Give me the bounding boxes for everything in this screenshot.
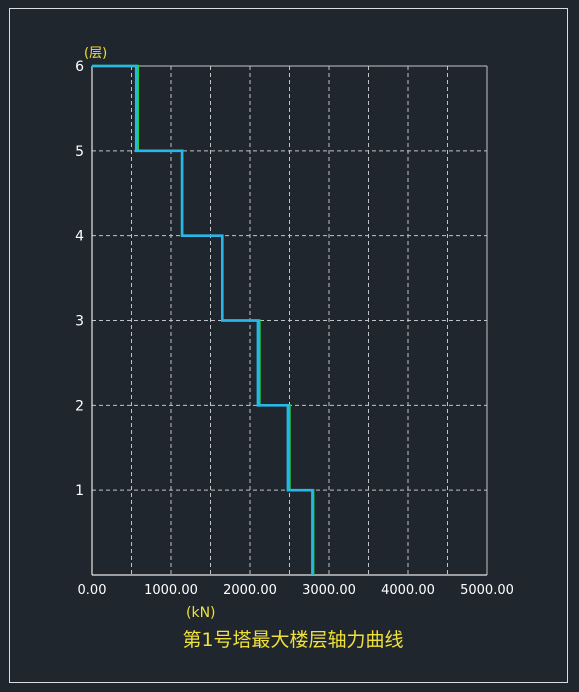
x-tick-label: 1000.00	[144, 583, 198, 598]
x-tick-label: 2000.00	[223, 583, 277, 598]
y-tick-labels: 1 2 3 4 5 6	[75, 59, 84, 499]
x-tick-labels: 0.00 1000.00 2000.00 3000.00 4000.00 5000.00	[78, 583, 514, 598]
x-tick-label: 3000.00	[302, 583, 356, 598]
y-tick-label: 4	[75, 229, 84, 245]
x-axis-label: (kN)	[186, 605, 216, 621]
x-tick-label: 0.00	[78, 583, 107, 598]
grid	[92, 65, 488, 575]
x-tick-label: 4000.00	[381, 583, 435, 598]
chart-title: 第1号塔最大楼层轴力曲线	[182, 629, 403, 651]
axes	[91, 65, 487, 576]
y-tick-label: 1	[75, 483, 84, 499]
y-tick-label: 2	[75, 398, 84, 414]
chart-frame	[9, 8, 568, 683]
x-tick-label: 5000.00	[460, 583, 514, 598]
series-line-2	[92, 64, 314, 575]
y-tick-label: 6	[75, 59, 84, 75]
y-tick-label: 5	[75, 144, 84, 160]
y-tick-label: 3	[75, 314, 84, 330]
series-line-1	[92, 64, 315, 575]
y-axis-label: (层)	[84, 46, 107, 61]
series-group	[92, 64, 315, 575]
